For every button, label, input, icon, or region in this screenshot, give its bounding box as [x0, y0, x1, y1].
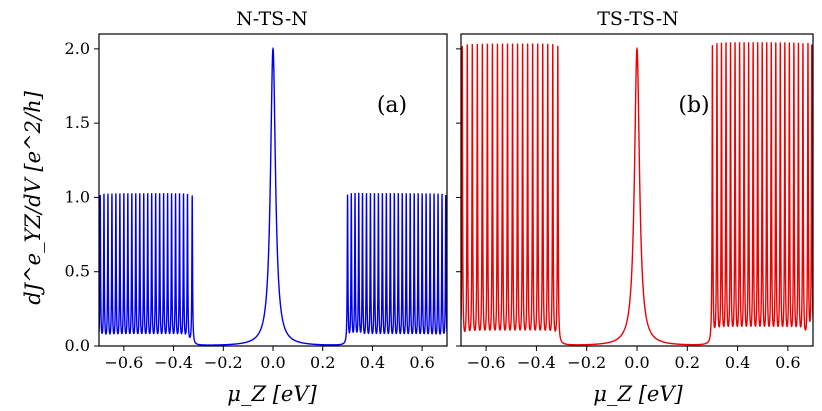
panel-a-plot-area	[99, 46, 447, 346]
panel-a-series-line	[99, 46, 447, 346]
panel-a-axes: −0.6 −0.4 −0.2 0.0 0.2 0.4 0.6 0.0 0.5 1.0 1.5 2.0	[65, 33, 448, 372]
panel-a-ytick-label: 1.0	[65, 187, 90, 206]
panel-a-xtick-label: −0.6	[104, 353, 143, 372]
panel-a-xtick-label: 0.6	[409, 353, 434, 372]
panel-b-title: TS-TS-N	[597, 8, 679, 30]
panel-a-xtick-label: −0.4	[154, 353, 193, 372]
panel-a-ylabel: dJ^e_YZ/dV [e^2/h]	[21, 90, 45, 304]
panel-a: N-TS-N (a) −0.6 −0.4 −0.2 0.0 0.2 0.4 0.6 0.0 0.…	[21, 8, 448, 406]
panel-a-ytick-label: 0.5	[65, 262, 90, 281]
panel-a-title: N-TS-N	[236, 8, 308, 30]
panel-a-label: (a)	[377, 93, 407, 118]
panel-a-ytick-label: 2.0	[65, 39, 90, 58]
panel-b-xtick-label: 0.4	[725, 353, 750, 372]
panel-a-xtick-label: 0.2	[310, 353, 335, 372]
panel-b-plot-area	[461, 42, 813, 346]
panel-b: TS-TS-N (b) −0.6 −0.4 −0.2 0.0 0.2 0.4 0.6 μ_Z…	[456, 8, 814, 406]
panel-b-series-line	[461, 42, 813, 346]
panel-b-xtick-label: 0.0	[624, 353, 649, 372]
panel-a-ytick-label: 0.0	[65, 336, 90, 355]
panel-b-xlabel: μ_Z [eV]	[593, 382, 683, 406]
panel-a-xtick-label: −0.2	[204, 353, 243, 372]
panel-a-xtick-label: 0.4	[360, 353, 385, 372]
panel-a-ytick-label: 1.5	[65, 113, 90, 132]
panel-a-xlabel: μ_Z [eV]	[227, 382, 317, 406]
panel-b-xtick-label: 0.2	[675, 353, 700, 372]
panel-b-xtick-label: −0.6	[467, 353, 506, 372]
panel-b-xtick-label: −0.2	[567, 353, 606, 372]
panel-b-xtick-label: 0.6	[775, 353, 800, 372]
panel-b-label: (b)	[678, 93, 709, 118]
panel-b-xtick-label: −0.4	[517, 353, 556, 372]
panel-a-xtick-label: 0.0	[260, 353, 285, 372]
panel-b-axes: −0.6 −0.4 −0.2 0.0 0.2 0.4 0.6	[456, 33, 814, 372]
